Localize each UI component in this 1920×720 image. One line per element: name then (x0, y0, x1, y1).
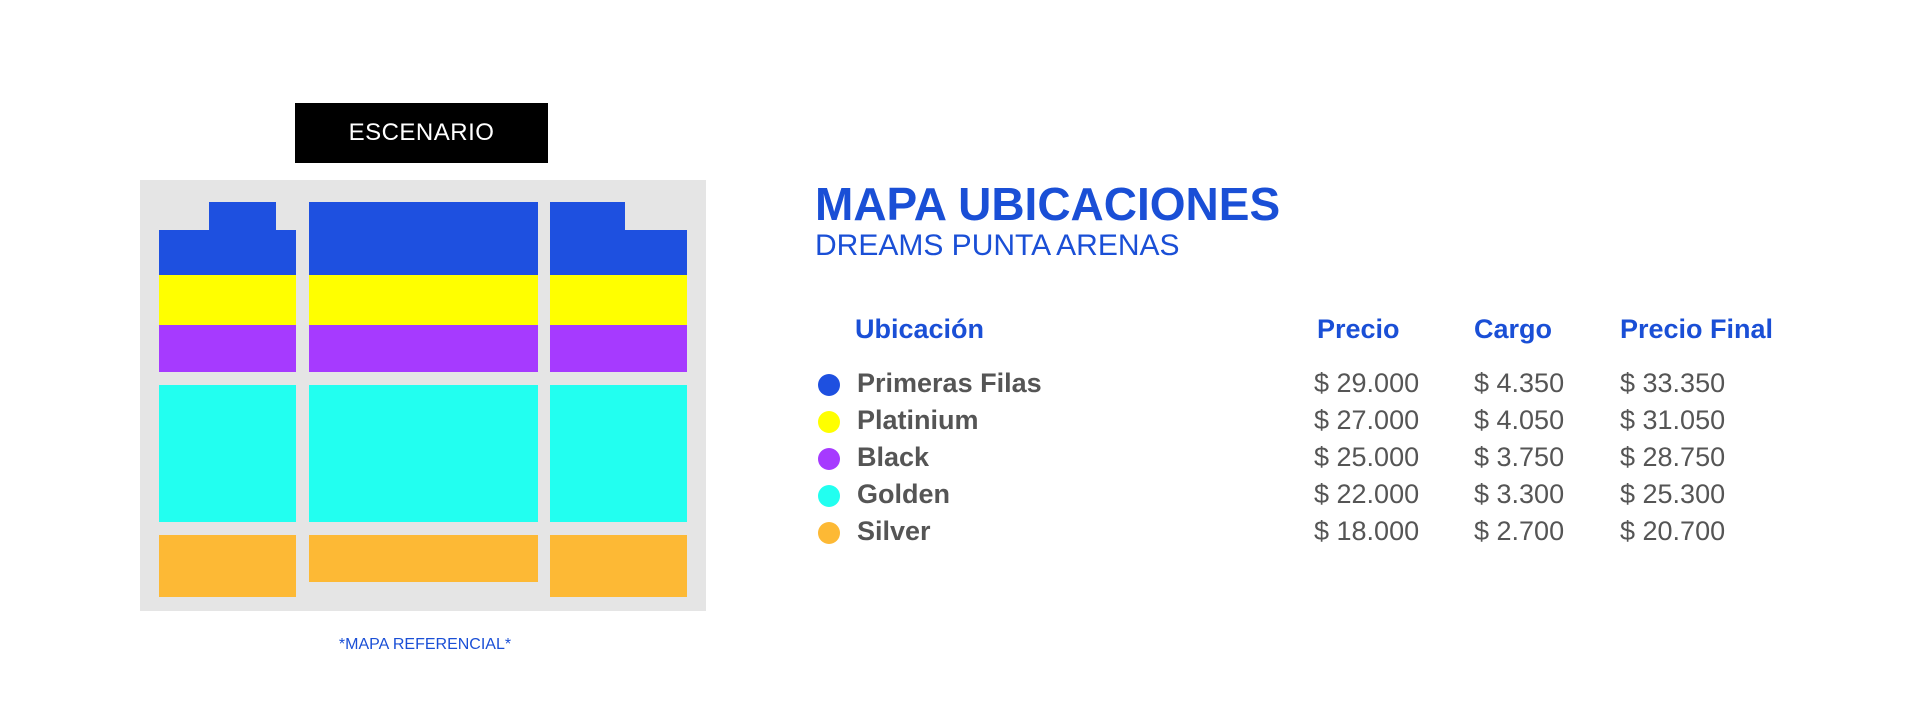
section-golden-center[interactable] (309, 385, 538, 522)
section-silver-right[interactable] (550, 535, 687, 597)
row-price: $ 25.000 (1314, 442, 1420, 472)
row-final-price: $ 33.350 (1620, 368, 1726, 398)
seating-map (140, 180, 706, 611)
page-subtitle: DREAMS PUNTA ARENAS (815, 229, 1180, 262)
table-row: Silver $ 18.000 $ 2.700 $ 20.700 (815, 513, 1815, 549)
section-platinium-right[interactable] (550, 275, 687, 325)
row-final-price: $ 25.300 (1620, 479, 1726, 509)
color-dot-icon (818, 411, 840, 433)
row-name: Silver (857, 516, 931, 546)
row-fee: $ 4.050 (1474, 405, 1565, 435)
table-row: Primeras Filas $ 29.000 $ 4.350 $ 33.350 (815, 365, 1815, 401)
table-row: Black $ 25.000 $ 3.750 $ 28.750 (815, 439, 1815, 475)
section-golden-left[interactable] (159, 385, 296, 522)
stage-label: ESCENARIO (295, 103, 548, 163)
section-platinium-center[interactable] (309, 275, 538, 325)
row-name: Golden (857, 479, 950, 509)
row-final-price: $ 28.750 (1620, 442, 1726, 472)
section-primeras-filas-center[interactable] (309, 202, 538, 275)
section-black-right[interactable] (550, 325, 687, 372)
section-primeras-filas-left[interactable] (159, 230, 296, 275)
table-row: Platinium $ 27.000 $ 4.050 $ 31.050 (815, 402, 1815, 438)
row-price: $ 29.000 (1314, 368, 1420, 398)
color-dot-icon (818, 522, 840, 544)
row-name: Platinium (857, 405, 979, 435)
section-black-center[interactable] (309, 325, 538, 372)
section-silver-left[interactable] (159, 535, 296, 597)
header-final-price: Precio Final (1620, 314, 1774, 344)
section-platinium-left[interactable] (159, 275, 296, 325)
section-primeras-filas-right[interactable] (550, 230, 687, 275)
row-fee: $ 2.700 (1474, 516, 1565, 546)
header-price: Precio (1317, 314, 1400, 344)
row-name: Black (857, 442, 930, 472)
page-title: MAPA UBICACIONES (815, 178, 1281, 230)
header-fee: Cargo (1474, 314, 1553, 344)
row-final-price: $ 31.050 (1620, 405, 1726, 435)
section-black-left[interactable] (159, 325, 296, 372)
color-dot-icon (818, 448, 840, 470)
map-note: *MAPA REFERENCIAL* (338, 636, 512, 653)
header-location: Ubicación (855, 314, 985, 344)
row-price: $ 27.000 (1314, 405, 1420, 435)
section-primeras-filas-right[interactable] (550, 202, 625, 232)
row-name: Primeras Filas (857, 368, 1042, 398)
row-price: $ 18.000 (1314, 516, 1420, 546)
color-dot-icon (818, 374, 840, 396)
section-primeras-filas-left[interactable] (209, 202, 276, 232)
section-silver-center[interactable] (309, 535, 538, 582)
section-golden-right[interactable] (550, 385, 687, 522)
row-price: $ 22.000 (1314, 479, 1420, 509)
row-fee: $ 3.300 (1474, 479, 1565, 509)
row-fee: $ 3.750 (1474, 442, 1565, 472)
row-fee: $ 4.350 (1474, 368, 1565, 398)
row-final-price: $ 20.700 (1620, 516, 1726, 546)
table-row: Golden $ 22.000 $ 3.300 $ 25.300 (815, 476, 1815, 512)
color-dot-icon (818, 485, 840, 507)
